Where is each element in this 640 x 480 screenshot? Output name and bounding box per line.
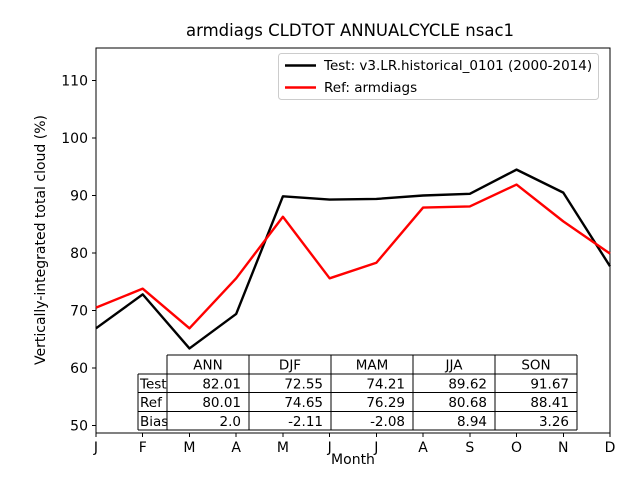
- table-col-header: SON: [521, 358, 550, 374]
- legend: Test: v3.LR.historical_0101 (2000-2014) …: [278, 53, 599, 100]
- table-cell-value: 2.0: [220, 414, 241, 430]
- x-tick-label: O: [511, 440, 522, 456]
- y-tick-label: 50: [70, 419, 88, 435]
- x-tick-label: J: [93, 440, 98, 456]
- table-cell-value: 74.65: [284, 395, 323, 411]
- table-cell-value: 82.01: [202, 376, 241, 392]
- y-tick-label: 80: [70, 246, 88, 262]
- x-tick-label: S: [465, 440, 474, 456]
- axes-spines: [95, 47, 611, 434]
- table-cell-value: 91.67: [530, 376, 569, 392]
- x-tick-label: M: [183, 440, 195, 456]
- table-cell-value: 80.68: [448, 395, 487, 411]
- legend-label-test: Test: v3.LR.historical_0101 (2000-2014): [323, 58, 592, 74]
- table-row-label: Ref: [140, 395, 163, 411]
- stats-table: ANN DJF MAM JJA SON Test 82.01 72.55 74.21 89.62 9…: [137, 354, 578, 431]
- table-cell-value: 88.41: [530, 395, 569, 411]
- y-tick-label: 70: [70, 304, 88, 320]
- legend-box: [278, 53, 599, 100]
- y-tick-label: 90: [70, 189, 88, 205]
- x-tick-label: A: [231, 440, 241, 456]
- table-col-header: MAM: [356, 358, 389, 374]
- x-tick-label: M: [277, 440, 289, 456]
- table-cell-value: 76.29: [366, 395, 405, 411]
- table-row-label: Bias: [140, 414, 168, 430]
- y-tick-label: 60: [70, 361, 88, 377]
- x-tick-label: N: [558, 440, 568, 456]
- chart-title: armdiags CLDTOT ANNUALCYCLE nsac1: [186, 21, 514, 40]
- table-cell-value: 72.55: [284, 376, 323, 392]
- data-series: [95, 168, 612, 350]
- table-body-bg: [138, 373, 577, 430]
- table-cell-value: 74.21: [366, 376, 405, 392]
- x-axis-label: Month: [331, 452, 375, 468]
- series-line-test: [95, 168, 612, 350]
- table-cell-value: 89.62: [448, 376, 487, 392]
- x-tick-label: D: [605, 440, 616, 456]
- table-row-label: Test: [139, 376, 167, 392]
- table-col-header: JJA: [445, 358, 464, 374]
- x-tick-label: J: [373, 440, 378, 456]
- legend-label-ref: Ref: armdiags: [324, 80, 417, 96]
- table-cell-value: 3.26: [539, 414, 569, 430]
- y-tick-label: 110: [61, 74, 88, 90]
- table-col-header: ANN: [193, 358, 222, 374]
- x-tick-label: A: [418, 440, 428, 456]
- y-tick-label: 100: [61, 131, 88, 147]
- table-cell-value: -2.08: [370, 414, 405, 430]
- table-cell-value: 8.94: [457, 414, 487, 430]
- y-axis-label: Vertically-integrated total cloud (%): [33, 115, 49, 365]
- table-header-bg: [167, 355, 577, 374]
- x-tick-label: J: [327, 440, 332, 456]
- table-cell-value: 80.01: [202, 395, 241, 411]
- table-cell-value: -2.11: [288, 414, 323, 430]
- series-line-ref: [95, 183, 611, 330]
- x-tick-label: F: [139, 440, 147, 456]
- table-col-header: DJF: [279, 358, 301, 374]
